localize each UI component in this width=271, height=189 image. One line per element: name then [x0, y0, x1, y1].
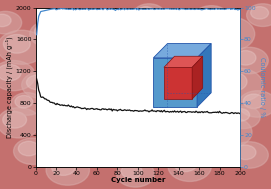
Polygon shape — [192, 56, 203, 99]
Polygon shape — [153, 43, 211, 58]
Polygon shape — [197, 43, 211, 107]
Polygon shape — [164, 67, 192, 99]
Polygon shape — [164, 56, 203, 67]
Y-axis label: Coulomic ratio / %: Coulomic ratio / % — [259, 57, 265, 118]
Y-axis label: Discharge capacity / (mAh g⁻¹): Discharge capacity / (mAh g⁻¹) — [6, 36, 13, 138]
Polygon shape — [153, 58, 197, 107]
X-axis label: Cycle number: Cycle number — [111, 177, 165, 184]
